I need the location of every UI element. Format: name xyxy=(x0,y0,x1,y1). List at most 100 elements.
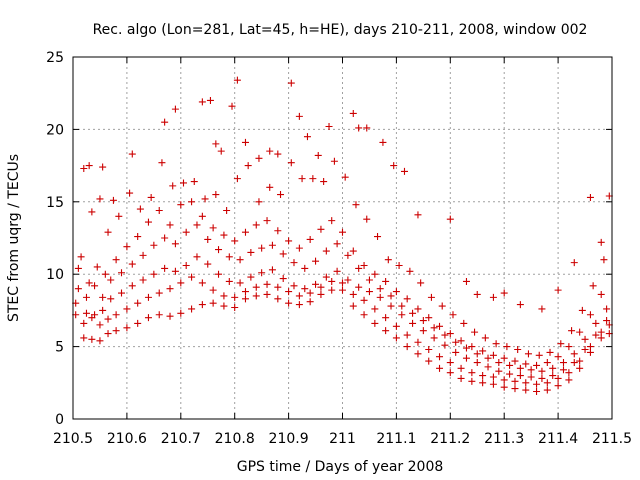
y-tick-label: 15 xyxy=(46,195,64,211)
data-point xyxy=(349,290,357,298)
data-point xyxy=(268,266,276,274)
data-point xyxy=(468,343,476,351)
data-point xyxy=(565,376,573,384)
x-tick-label: 210.5 xyxy=(53,431,93,447)
data-point xyxy=(576,364,584,372)
data-point xyxy=(317,283,325,291)
data-point xyxy=(395,262,403,270)
data-point xyxy=(112,311,120,319)
data-point xyxy=(457,337,465,345)
data-point xyxy=(581,335,589,343)
data-point xyxy=(406,267,414,275)
data-point xyxy=(522,379,530,387)
data-point xyxy=(538,305,546,313)
data-point xyxy=(328,277,336,285)
data-point xyxy=(473,290,481,298)
data-point xyxy=(274,295,282,303)
data-point xyxy=(139,276,147,284)
data-point xyxy=(419,317,427,325)
data-point xyxy=(169,182,177,190)
data-point xyxy=(290,282,298,290)
data-point xyxy=(274,283,282,291)
data-point xyxy=(506,370,514,378)
data-point xyxy=(511,357,519,365)
data-point xyxy=(274,150,282,158)
data-point xyxy=(317,225,325,233)
data-point xyxy=(554,286,562,294)
data-point xyxy=(96,337,104,345)
data-point xyxy=(355,264,363,272)
data-point xyxy=(198,98,206,106)
x-tick-label: 210.8 xyxy=(215,431,255,447)
data-point xyxy=(228,102,236,110)
data-point xyxy=(538,367,546,375)
data-point xyxy=(349,302,357,310)
data-point xyxy=(360,296,368,304)
data-point xyxy=(252,283,260,291)
data-point xyxy=(506,361,514,369)
data-point xyxy=(204,235,212,243)
data-point xyxy=(96,321,104,329)
data-point xyxy=(295,112,303,120)
data-point xyxy=(247,273,255,281)
data-point xyxy=(99,306,107,314)
data-point xyxy=(554,382,562,390)
data-point xyxy=(244,162,252,170)
data-point xyxy=(384,256,392,264)
data-point xyxy=(597,328,605,336)
x-tick-label: 211.1 xyxy=(376,431,416,447)
data-point xyxy=(527,366,535,374)
data-point xyxy=(198,212,206,220)
data-point xyxy=(554,374,562,382)
data-point xyxy=(220,292,228,300)
data-point xyxy=(314,151,322,159)
data-point xyxy=(414,350,422,358)
x-tick-label: 211.3 xyxy=(484,431,524,447)
data-point xyxy=(177,201,185,209)
data-point xyxy=(417,279,425,287)
data-point xyxy=(104,315,112,323)
data-point xyxy=(320,178,328,186)
data-point xyxy=(233,175,241,183)
data-point xyxy=(430,324,438,332)
data-point xyxy=(306,235,314,243)
data-point xyxy=(592,319,600,327)
data-point xyxy=(104,330,112,338)
data-point xyxy=(74,285,82,293)
data-point xyxy=(258,244,266,252)
data-point xyxy=(489,373,497,381)
data-point xyxy=(371,270,379,278)
data-point xyxy=(215,246,223,254)
y-tick-label: 5 xyxy=(55,340,64,356)
data-point xyxy=(80,334,88,342)
data-point xyxy=(522,360,530,368)
data-point xyxy=(295,292,303,300)
data-point xyxy=(177,279,185,287)
data-point xyxy=(91,311,99,319)
data-point xyxy=(263,280,271,288)
data-point xyxy=(274,227,282,235)
data-point xyxy=(376,293,384,301)
data-point xyxy=(252,292,260,300)
data-point xyxy=(511,385,519,393)
data-point xyxy=(360,262,368,270)
data-point xyxy=(77,253,85,261)
x-tick-label: 211.5 xyxy=(592,431,632,447)
data-point xyxy=(198,301,206,309)
data-point xyxy=(462,277,470,285)
data-point xyxy=(255,154,263,162)
data-point xyxy=(193,221,201,229)
x-axis-label: GPS time / Days of year 2008 xyxy=(237,459,444,475)
data-point xyxy=(171,105,179,113)
data-point xyxy=(212,191,220,199)
data-point xyxy=(341,173,349,181)
data-point xyxy=(597,290,605,298)
data-point xyxy=(600,256,608,264)
data-point xyxy=(82,309,90,317)
data-point xyxy=(349,109,357,117)
data-point xyxy=(500,383,508,391)
y-tick-label: 0 xyxy=(55,412,64,428)
data-point xyxy=(258,269,266,277)
data-point xyxy=(392,334,400,342)
data-point xyxy=(568,327,576,335)
